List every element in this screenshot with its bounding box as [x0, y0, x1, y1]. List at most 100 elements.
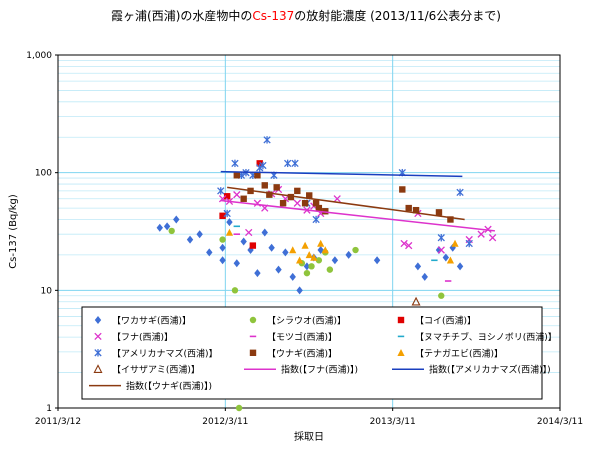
data-point: [405, 204, 412, 212]
y-axis-label: Cs-137 (Bq/kg): [8, 194, 19, 269]
data-point: [219, 256, 226, 265]
data-point: [315, 204, 323, 212]
data-point: [168, 227, 175, 235]
data-point: [275, 265, 282, 274]
data-point: [303, 262, 311, 271]
data-point: [231, 159, 239, 168]
data-point: [247, 246, 254, 255]
legend-marker: [249, 316, 257, 324]
series-line: [220, 170, 463, 178]
series-line: [220, 199, 495, 232]
data-point: [310, 253, 318, 261]
title-segment: Cs-137: [252, 9, 294, 23]
legend-label: 【ヌマチチブ、ヨシノボリ(西浦)】: [415, 331, 557, 343]
legend-box: [81, 306, 543, 400]
y-tick-label: 100: [35, 169, 52, 179]
marker-stroke: [484, 225, 492, 233]
x-tick-label: 2014/3/11: [537, 417, 583, 427]
title-segment: 霞ヶ浦(西浦)の水産物中の: [111, 8, 252, 23]
data-point: [279, 200, 287, 207]
data-point: [233, 172, 240, 179]
series-triangle-open: [411, 296, 421, 306]
data-point: [219, 236, 226, 243]
marker-stroke: [488, 234, 497, 242]
data-point: [435, 209, 443, 216]
data-point: [261, 182, 268, 189]
data-point: [235, 404, 243, 412]
marker-stroke: [293, 199, 301, 207]
data-point: [256, 164, 264, 172]
data-point: [400, 239, 408, 248]
data-point: [435, 246, 443, 255]
data-point: [312, 200, 320, 207]
series-square: [219, 160, 263, 249]
chart-title: 霞ヶ浦(西浦)の水産物中のCs-137の放射能濃度 (2013/11/6公表分ま…: [111, 8, 501, 23]
data-point: [437, 246, 445, 254]
legend-label: 【ワカサギ(西浦)】: [112, 315, 191, 327]
data-point: [256, 160, 263, 167]
data-point: [273, 184, 280, 191]
marker-stroke: [400, 239, 408, 248]
legend-label: 指数(【アメリカナマズ(西浦)】): [429, 364, 551, 376]
data-point: [282, 248, 289, 257]
data-point: [223, 209, 231, 218]
data-point: [331, 256, 339, 265]
legend-marker: [249, 349, 257, 356]
data-point: [312, 215, 320, 224]
data-point: [261, 228, 268, 237]
legend-label: 【モツゴ(西浦)】: [267, 331, 337, 343]
marker-stroke: [333, 195, 341, 203]
data-point: [223, 193, 231, 200]
marker-stroke: [245, 228, 253, 237]
data-point: [352, 246, 359, 254]
data-point: [240, 237, 247, 246]
data-point: [233, 191, 241, 199]
data-point: [456, 188, 464, 197]
data-point: [399, 186, 406, 193]
legend-marker: [94, 332, 102, 341]
data-point: [345, 250, 352, 259]
data-point: [296, 286, 303, 295]
data-point: [263, 136, 271, 144]
data-point: [446, 256, 455, 264]
data-point: [451, 239, 459, 247]
data-point: [259, 161, 267, 170]
data-point: [437, 234, 445, 242]
plot-border: [57, 54, 561, 409]
trend-line: [227, 186, 465, 221]
data-point: [326, 266, 334, 273]
x-tick-label: 2011/3/12: [35, 417, 81, 427]
legend-label: 指数(【ウナギ(西浦)】): [126, 380, 212, 392]
data-point: [156, 223, 163, 232]
legend-label: 【フナ(西浦)】: [112, 331, 173, 343]
data-point: [219, 243, 226, 252]
data-point: [289, 272, 296, 281]
title-segment: の放射能濃度 (2013/11/6公表分まで): [294, 8, 501, 23]
data-point: [206, 248, 213, 257]
legend-label: 【シラウオ(西浦)】: [267, 315, 346, 327]
data-point: [477, 230, 485, 238]
y-tick-label: 1: [46, 404, 52, 414]
data-point: [414, 262, 422, 271]
data-point: [301, 241, 309, 249]
data-point: [284, 159, 292, 168]
data-point: [442, 253, 450, 262]
data-point: [293, 199, 301, 207]
data-point: [315, 257, 323, 264]
data-point: [249, 242, 257, 249]
data-point: [289, 246, 297, 254]
marker-stroke: [405, 241, 413, 250]
data-point: [287, 193, 295, 201]
y-tick-label: 10: [41, 286, 53, 296]
data-point: [421, 272, 428, 281]
x-tick-label: 2012/3/11: [202, 417, 248, 427]
data-point: [317, 239, 325, 247]
legend-label: 【テナガエビ(西浦)】: [415, 347, 503, 359]
data-point: [411, 296, 421, 306]
data-point: [233, 259, 240, 268]
x-tick-label: 2013/3/11: [370, 417, 416, 427]
trend-line: [220, 199, 495, 232]
data-point: [488, 234, 497, 242]
data-point: [291, 159, 299, 168]
legend-marker: [94, 349, 102, 357]
